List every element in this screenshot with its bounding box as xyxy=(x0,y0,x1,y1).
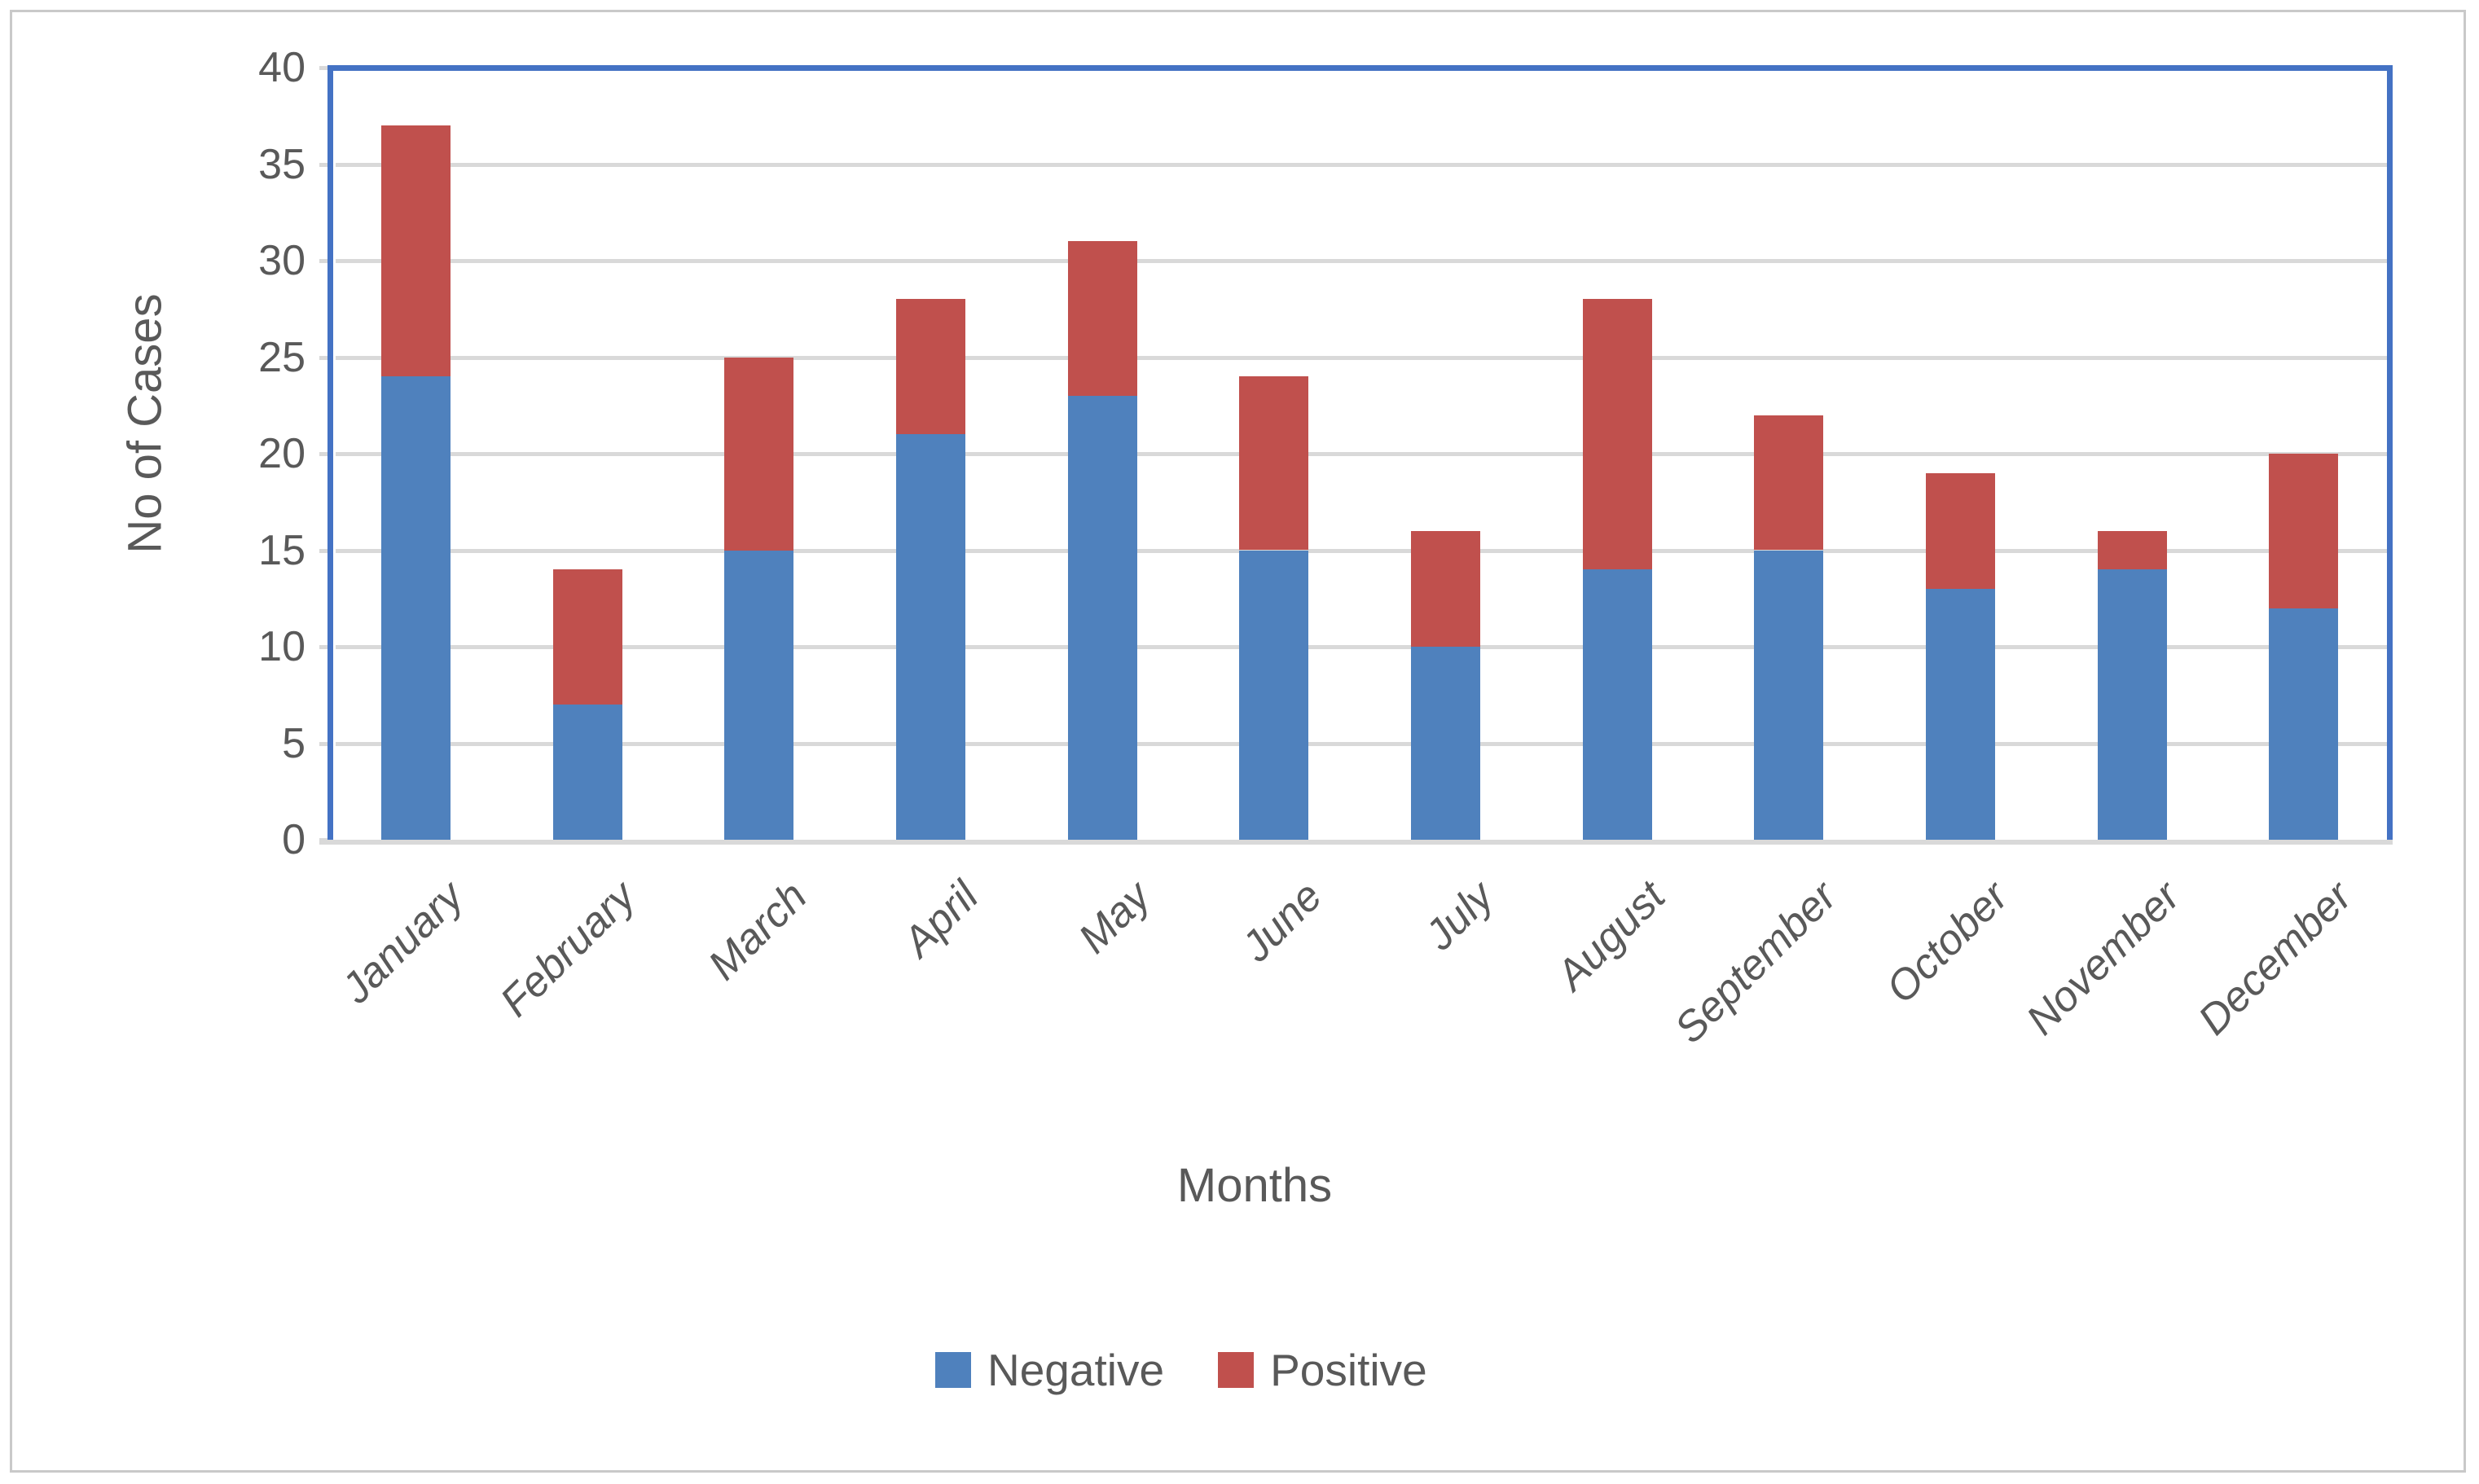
plot-border-right xyxy=(2387,68,2393,842)
legend-item-negative: Negative xyxy=(935,1346,1164,1394)
negative-swatch-icon xyxy=(935,1352,971,1388)
y-tick-label: 30 xyxy=(258,237,305,284)
gridline xyxy=(336,259,2389,263)
bar-segment-positive xyxy=(1925,472,1995,589)
plot-border-left xyxy=(327,68,333,842)
positive-swatch-icon xyxy=(1218,1352,1255,1388)
y-tick-label: 25 xyxy=(258,333,305,381)
bar-segment-negative xyxy=(1582,569,1652,840)
x-axis-line xyxy=(319,840,2393,845)
bar-segment-positive xyxy=(1410,530,1480,647)
y-axis-tick xyxy=(319,66,330,70)
y-tick-label: 35 xyxy=(258,140,305,188)
y-axis-tick xyxy=(319,548,330,553)
bar-segment-positive xyxy=(1582,299,1652,570)
legend-label-positive: Positive xyxy=(1270,1345,1427,1395)
bar-segment-negative xyxy=(1925,588,1995,840)
y-tick-label: 20 xyxy=(258,430,305,477)
bar-segment-positive xyxy=(2097,530,2167,570)
y-tick-label: 0 xyxy=(282,816,305,863)
legend: Negative Positive xyxy=(935,1346,1427,1394)
y-axis-tick xyxy=(319,162,330,167)
x-axis-title: Months xyxy=(1176,1159,1333,1212)
bar-segment-positive xyxy=(1067,241,1137,396)
bar-segment-negative xyxy=(1239,550,1309,840)
legend-label-negative: Negative xyxy=(987,1345,1165,1395)
y-axis-tick xyxy=(319,452,330,456)
y-tick-label: 40 xyxy=(258,44,305,91)
bar-segment-positive xyxy=(552,569,622,705)
y-axis-tick xyxy=(319,259,330,263)
bar-segment-negative xyxy=(1067,395,1137,840)
bar-segment-negative xyxy=(1410,647,1480,840)
bar-segment-positive xyxy=(1754,415,1824,551)
y-axis-tick xyxy=(319,355,330,360)
y-tick-label: 5 xyxy=(282,719,305,767)
gridline xyxy=(336,741,2389,746)
y-tick-label: 15 xyxy=(258,526,305,574)
bar-segment-negative xyxy=(552,705,622,840)
bar-segment-negative xyxy=(2097,569,2167,840)
gridline xyxy=(336,645,2389,649)
legend-item-positive: Positive xyxy=(1218,1346,1427,1394)
bar-segment-positive xyxy=(380,125,451,377)
bar-segment-positive xyxy=(1239,376,1309,551)
gridline xyxy=(336,162,2389,167)
y-axis-tick xyxy=(319,645,330,649)
gridline xyxy=(336,355,2389,360)
bar-segment-positive xyxy=(724,357,794,551)
plot-border-top xyxy=(327,65,2393,71)
y-axis-tick xyxy=(319,741,330,746)
bar-segment-positive xyxy=(2269,454,2339,608)
gridline xyxy=(336,452,2389,456)
bar-segment-negative xyxy=(724,550,794,840)
bar-segment-positive xyxy=(895,299,965,435)
bar-segment-negative xyxy=(895,434,965,840)
bar-segment-negative xyxy=(380,376,451,840)
y-axis-title: No of Cases xyxy=(118,293,172,554)
gridline xyxy=(336,548,2389,553)
y-tick-label: 10 xyxy=(258,623,305,670)
bar-segment-negative xyxy=(1754,550,1824,840)
bar-segment-negative xyxy=(2269,608,2339,840)
